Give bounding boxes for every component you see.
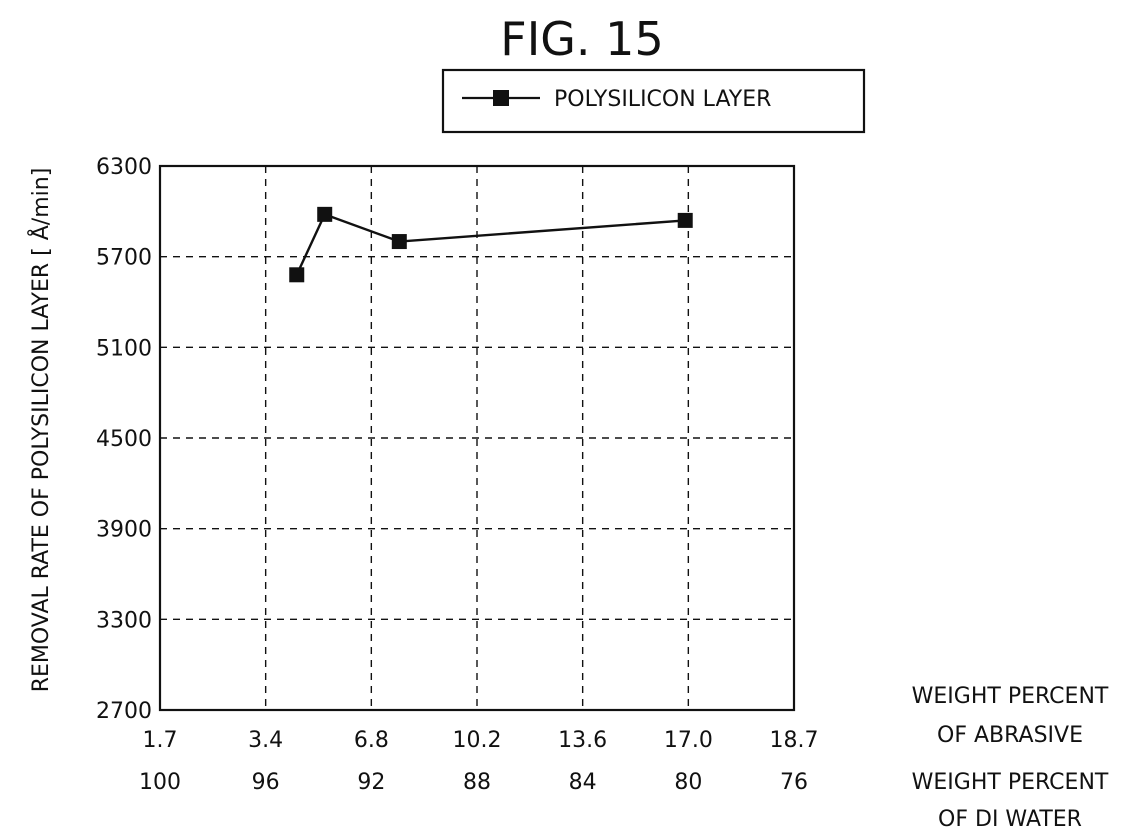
x-axis-title-abrasive: WEIGHT PERCENT OF ABRASIVE [912,684,1109,748]
y-axis-title: REMOVAL RATE OF POLYSILICON LAYER [ Å/mi… [27,168,54,693]
x-secondary-tick-label: 100 [139,770,181,795]
x-secondary-tick-label: 84 [569,770,597,795]
x-tick-label: 13.6 [558,728,607,753]
y-tick-label: 5700 [96,246,152,271]
data-point-marker [289,267,304,282]
y-tick-label: 5100 [96,336,152,361]
y-tick-label: 2700 [96,699,152,724]
x-tick-label: 17.0 [664,728,713,753]
x-secondary-tick-label: 92 [357,770,385,795]
series-line [297,214,685,274]
chart-title: FIG. 15 [500,12,663,66]
x-tick-labels: 1.7 3.4 6.8 10.2 13.6 17.0 18.7 [143,728,819,753]
x-tick-label: 6.8 [354,728,389,753]
legend: POLYSILICON LAYER [443,70,864,132]
gridlines [160,166,794,710]
x-secondary-tick-label: 88 [463,770,491,795]
data-point-marker [392,234,407,249]
x-secondary-tick-label: 76 [780,770,808,795]
legend-marker-swatch [493,90,509,106]
x-axis-title-di-water-line1: WEIGHT PERCENT [912,770,1109,795]
y-tick-label: 4500 [96,427,152,452]
x-tick-label: 1.7 [143,728,178,753]
x-secondary-tick-label: 80 [674,770,702,795]
y-tick-labels: 6300 5700 5100 4500 3900 3300 2700 [96,155,152,724]
series-polysilicon-layer [289,207,692,282]
data-point-marker [678,213,693,228]
x-axis-title-abrasive-line2: OF ABRASIVE [937,723,1083,748]
x-secondary-tick-label: 96 [252,770,280,795]
x-tick-label: 18.7 [770,728,819,753]
legend-label: POLYSILICON LAYER [554,87,771,112]
x-tick-label: 10.2 [453,728,502,753]
data-point-marker [317,207,332,222]
x-secondary-tick-labels: 100 96 92 88 84 80 76 [139,770,808,795]
y-tick-label: 3300 [96,608,152,633]
x-tick-label: 3.4 [248,728,283,753]
x-axis-title-di-water: WEIGHT PERCENT OF DI WATER [912,770,1109,832]
y-tick-label: 3900 [96,518,152,543]
x-axis-title-di-water-line2: OF DI WATER [938,807,1082,832]
y-tick-label: 6300 [96,155,152,180]
x-axis-title-abrasive-line1: WEIGHT PERCENT [912,684,1109,709]
